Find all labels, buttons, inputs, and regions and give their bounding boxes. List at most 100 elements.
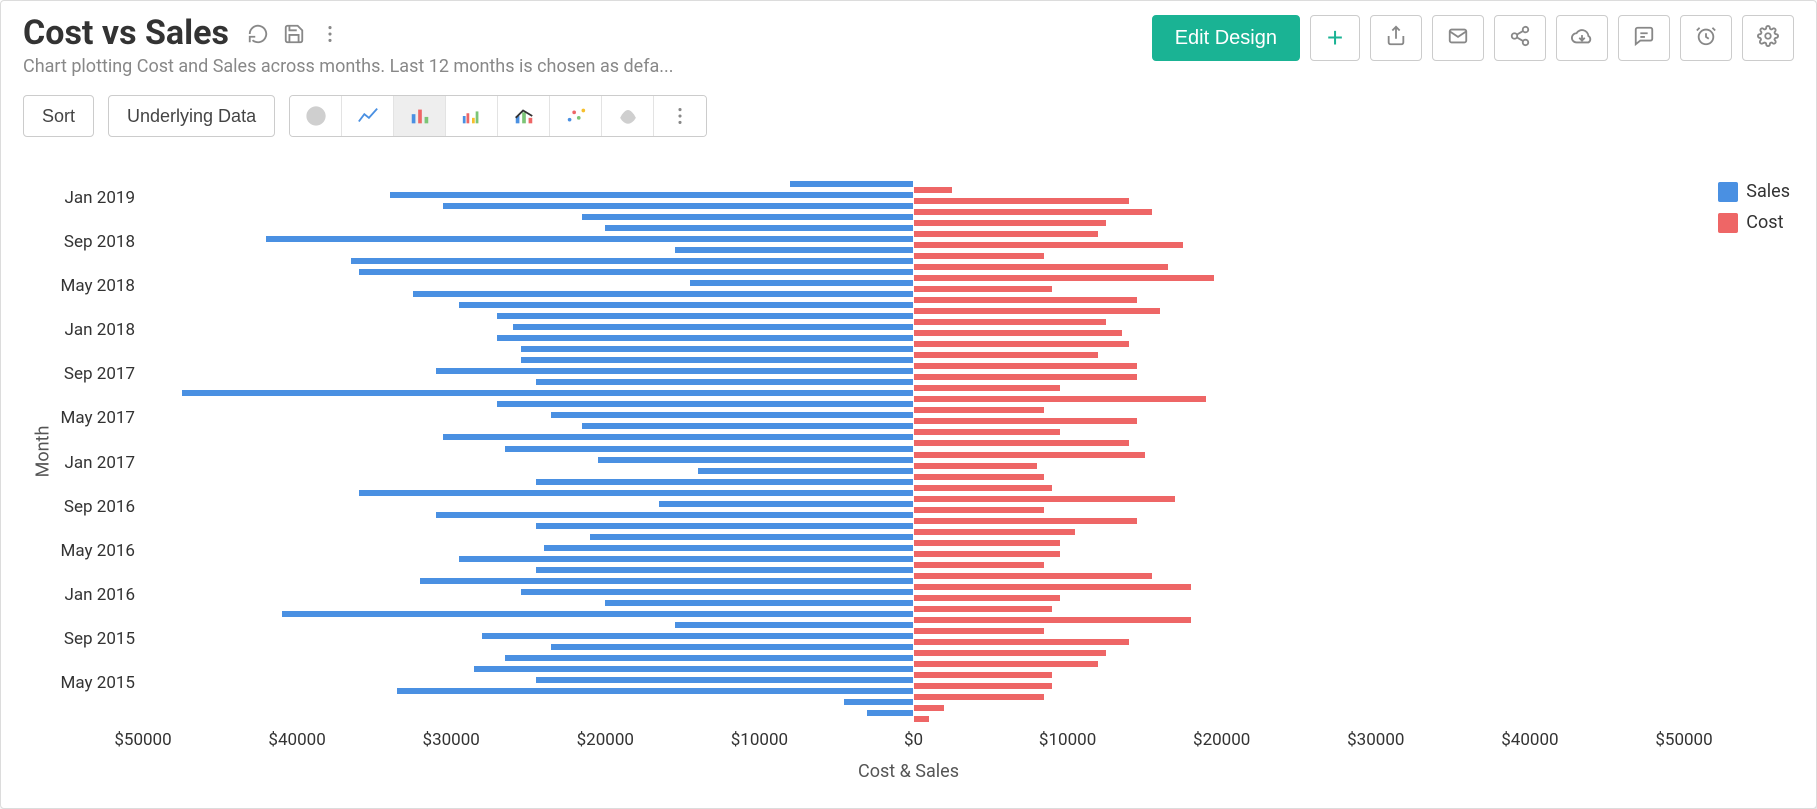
bar-cost[interactable] [914,474,1045,480]
cloud-download-button[interactable] [1556,15,1608,61]
bar-sales[interactable] [359,490,914,496]
bar-cost[interactable] [914,661,1099,667]
bar-cost[interactable] [914,319,1107,325]
bar-sales[interactable] [420,578,913,584]
bar-cost[interactable] [914,573,1153,579]
bar-sales[interactable] [436,512,914,518]
refresh-icon[interactable] [247,23,269,45]
network-share-button[interactable] [1494,15,1546,61]
bar-sales[interactable] [867,710,913,716]
pie-chart-icon[interactable] [290,96,342,136]
bar-sales[interactable] [436,368,914,374]
line-chart-icon[interactable] [342,96,394,136]
settings-button[interactable] [1742,15,1794,61]
bar-sales[interactable] [266,236,913,242]
bar-cost[interactable] [914,209,1153,215]
bar-sales[interactable] [482,633,913,639]
bar-sales[interactable] [590,534,914,540]
bar-sales[interactable] [521,589,914,595]
bar-cost[interactable] [914,584,1191,590]
bar-sales[interactable] [182,390,914,396]
bar-sales[interactable] [544,545,914,551]
bar-sales[interactable] [282,611,914,617]
bar-sales[interactable] [605,225,913,231]
bar-sales[interactable] [551,412,913,418]
bar-cost[interactable] [914,286,1053,292]
bar-cost[interactable] [914,253,1045,259]
share-button[interactable] [1370,15,1422,61]
bar-sales[interactable] [413,291,914,297]
more-icon[interactable] [319,23,341,45]
bar-sales[interactable] [505,446,913,452]
bar-cost[interactable] [914,187,953,193]
bar-sales[interactable] [675,247,914,253]
bar-cost[interactable] [914,650,1107,656]
bar-sales[interactable] [474,666,913,672]
bar-cost[interactable] [914,396,1207,402]
bar-cost[interactable] [914,507,1045,513]
bar-sales[interactable] [497,335,913,341]
bar-cost[interactable] [914,716,929,722]
bar-sales[interactable] [459,302,914,308]
legend-item[interactable]: Cost [1718,212,1790,233]
bar-cost[interactable] [914,220,1107,226]
bar-cost[interactable] [914,452,1145,458]
bar-sales[interactable] [443,434,913,440]
bar-sales[interactable] [536,479,914,485]
mail-button[interactable] [1432,15,1484,61]
bar-sales[interactable] [675,622,914,628]
add-button[interactable]: + [1310,15,1360,61]
bar-cost[interactable] [914,418,1137,424]
bar-cost[interactable] [914,352,1099,358]
scatter-chart-icon[interactable] [550,96,602,136]
bar-cost[interactable] [914,407,1045,413]
bar-cost[interactable] [914,529,1076,535]
grouped-bar-icon[interactable] [446,96,498,136]
underlying-data-button[interactable]: Underlying Data [108,95,275,137]
bar-cost[interactable] [914,429,1060,435]
bar-cost[interactable] [914,485,1053,491]
bar-sales[interactable] [551,644,913,650]
bar-sales[interactable] [690,280,913,286]
bar-sales[interactable] [536,379,914,385]
bar-sales[interactable] [536,567,914,573]
bar-sales[interactable] [598,457,914,463]
bar-cost[interactable] [914,385,1060,391]
bar-cost[interactable] [914,231,1099,237]
bar-sales[interactable] [521,357,914,363]
bar-sales[interactable] [536,677,914,683]
bar-cost[interactable] [914,297,1137,303]
comment-button[interactable] [1618,15,1670,61]
bar-cost[interactable] [914,705,945,711]
bar-sales[interactable] [505,655,913,661]
bar-cost[interactable] [914,374,1137,380]
edit-design-button[interactable]: Edit Design [1152,15,1300,61]
bar-sales[interactable] [397,688,913,694]
sort-button[interactable]: Sort [23,95,94,137]
save-icon[interactable] [283,23,305,45]
bar-sales[interactable] [582,214,913,220]
bar-cost[interactable] [914,463,1037,469]
plot[interactable]: $50000$40000$30000$20000$10000$0$10000$2… [143,181,1684,722]
legend-item[interactable]: Sales [1718,181,1790,202]
map-chart-icon[interactable] [602,96,654,136]
chart-options-icon[interactable] [654,96,706,136]
bar-chart-icon[interactable] [394,96,446,136]
alarm-button[interactable] [1680,15,1732,61]
bar-cost[interactable] [914,562,1045,568]
bar-sales[interactable] [513,324,914,330]
bar-cost[interactable] [914,198,1130,204]
bar-cost[interactable] [914,683,1053,689]
bar-cost[interactable] [914,330,1122,336]
bar-cost[interactable] [914,551,1060,557]
bar-sales[interactable] [659,501,913,507]
bar-cost[interactable] [914,617,1191,623]
bar-sales[interactable] [582,423,913,429]
combo-chart-icon[interactable] [498,96,550,136]
bar-sales[interactable] [790,181,913,187]
bar-cost[interactable] [914,264,1168,270]
bar-cost[interactable] [914,275,1214,281]
bar-cost[interactable] [914,595,1060,601]
bar-sales[interactable] [698,468,914,474]
bar-cost[interactable] [914,308,1161,314]
